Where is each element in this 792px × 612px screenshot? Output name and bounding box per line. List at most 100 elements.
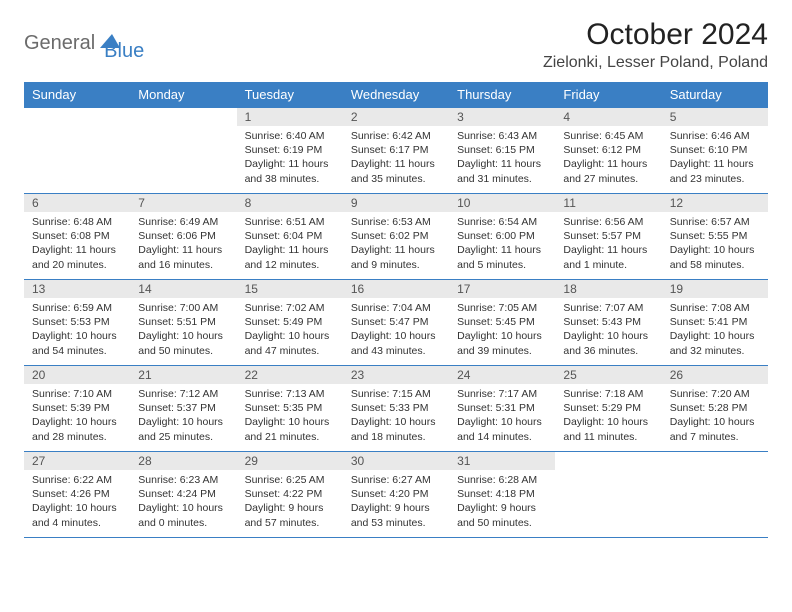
page: General Blue October 2024 Zielonki, Less… <box>0 0 792 556</box>
page-title: October 2024 <box>543 18 768 52</box>
day-details: Sunrise: 7:20 AMSunset: 5:28 PMDaylight:… <box>662 384 768 449</box>
sunrise-text: Sunrise: 6:46 AM <box>670 129 760 143</box>
daylight-text: Daylight: 10 hours <box>138 501 228 515</box>
sunrise-text: Sunrise: 6:28 AM <box>457 473 547 487</box>
daylight-text: Daylight: 10 hours <box>670 415 760 429</box>
day-details: Sunrise: 7:08 AMSunset: 5:41 PMDaylight:… <box>662 298 768 363</box>
sunset-text: Sunset: 5:28 PM <box>670 401 760 415</box>
calendar-day-cell: 22Sunrise: 7:13 AMSunset: 5:35 PMDayligh… <box>237 366 343 452</box>
sunset-text: Sunset: 5:41 PM <box>670 315 760 329</box>
calendar-day-cell: 13Sunrise: 6:59 AMSunset: 5:53 PMDayligh… <box>24 280 130 366</box>
sunset-text: Sunset: 5:35 PM <box>245 401 335 415</box>
calendar-week-row: 1Sunrise: 6:40 AMSunset: 6:19 PMDaylight… <box>24 108 768 194</box>
daylight-text: Daylight: 11 hours <box>245 243 335 257</box>
daylight-text: Daylight: 9 hours <box>457 501 547 515</box>
daylight-text: Daylight: 11 hours <box>563 243 653 257</box>
daylight-text: Daylight: 11 hours <box>245 157 335 171</box>
daylight-text: and 11 minutes. <box>563 430 653 444</box>
sunrise-text: Sunrise: 7:13 AM <box>245 387 335 401</box>
day-details: Sunrise: 6:42 AMSunset: 6:17 PMDaylight:… <box>343 126 449 191</box>
day-details: Sunrise: 7:07 AMSunset: 5:43 PMDaylight:… <box>555 298 661 363</box>
calendar-day-cell: 18Sunrise: 7:07 AMSunset: 5:43 PMDayligh… <box>555 280 661 366</box>
daylight-text: and 25 minutes. <box>138 430 228 444</box>
daylight-text: and 14 minutes. <box>457 430 547 444</box>
day-number: 11 <box>555 194 661 212</box>
sunset-text: Sunset: 6:06 PM <box>138 229 228 243</box>
day-details: Sunrise: 6:27 AMSunset: 4:20 PMDaylight:… <box>343 470 449 535</box>
daylight-text: Daylight: 11 hours <box>138 243 228 257</box>
day-number: 14 <box>130 280 236 298</box>
day-details: Sunrise: 7:00 AMSunset: 5:51 PMDaylight:… <box>130 298 236 363</box>
daylight-text: Daylight: 10 hours <box>138 415 228 429</box>
day-details: Sunrise: 7:10 AMSunset: 5:39 PMDaylight:… <box>24 384 130 449</box>
sunrise-text: Sunrise: 6:49 AM <box>138 215 228 229</box>
sunset-text: Sunset: 5:47 PM <box>351 315 441 329</box>
sunset-text: Sunset: 6:10 PM <box>670 143 760 157</box>
sunset-text: Sunset: 6:17 PM <box>351 143 441 157</box>
daylight-text: and 4 minutes. <box>32 516 122 530</box>
sunrise-text: Sunrise: 7:18 AM <box>563 387 653 401</box>
daylight-text: and 28 minutes. <box>32 430 122 444</box>
sunrise-text: Sunrise: 6:25 AM <box>245 473 335 487</box>
calendar-day-cell: 26Sunrise: 7:20 AMSunset: 5:28 PMDayligh… <box>662 366 768 452</box>
calendar-day-cell: 24Sunrise: 7:17 AMSunset: 5:31 PMDayligh… <box>449 366 555 452</box>
daylight-text: Daylight: 10 hours <box>457 329 547 343</box>
sunset-text: Sunset: 5:31 PM <box>457 401 547 415</box>
daylight-text: and 16 minutes. <box>138 258 228 272</box>
calendar-day-cell: 4Sunrise: 6:45 AMSunset: 6:12 PMDaylight… <box>555 108 661 194</box>
header: General Blue October 2024 Zielonki, Less… <box>24 18 768 72</box>
daylight-text: and 7 minutes. <box>670 430 760 444</box>
weekday-header: Tuesday <box>237 82 343 108</box>
sunset-text: Sunset: 4:20 PM <box>351 487 441 501</box>
calendar-day-cell: 12Sunrise: 6:57 AMSunset: 5:55 PMDayligh… <box>662 194 768 280</box>
sunrise-text: Sunrise: 6:51 AM <box>245 215 335 229</box>
daylight-text: Daylight: 10 hours <box>245 415 335 429</box>
day-number: 2 <box>343 108 449 126</box>
daylight-text: and 0 minutes. <box>138 516 228 530</box>
sunrise-text: Sunrise: 6:57 AM <box>670 215 760 229</box>
daylight-text: Daylight: 11 hours <box>457 243 547 257</box>
sunrise-text: Sunrise: 7:04 AM <box>351 301 441 315</box>
daylight-text: and 57 minutes. <box>245 516 335 530</box>
day-number: 9 <box>343 194 449 212</box>
daylight-text: and 21 minutes. <box>245 430 335 444</box>
daylight-text: Daylight: 10 hours <box>670 243 760 257</box>
weekday-header: Sunday <box>24 82 130 108</box>
brand-part2: Blue <box>104 24 144 63</box>
daylight-text: and 50 minutes. <box>457 516 547 530</box>
daylight-text: Daylight: 10 hours <box>457 415 547 429</box>
calendar-day-cell: 15Sunrise: 7:02 AMSunset: 5:49 PMDayligh… <box>237 280 343 366</box>
weekday-header: Monday <box>130 82 236 108</box>
calendar-day-cell: 10Sunrise: 6:54 AMSunset: 6:00 PMDayligh… <box>449 194 555 280</box>
daylight-text: and 53 minutes. <box>351 516 441 530</box>
sunset-text: Sunset: 6:04 PM <box>245 229 335 243</box>
sunrise-text: Sunrise: 7:15 AM <box>351 387 441 401</box>
calendar-day-cell <box>555 452 661 538</box>
day-number: 5 <box>662 108 768 126</box>
calendar-day-cell: 21Sunrise: 7:12 AMSunset: 5:37 PMDayligh… <box>130 366 236 452</box>
daylight-text: and 39 minutes. <box>457 344 547 358</box>
daylight-text: and 36 minutes. <box>563 344 653 358</box>
weekday-header: Wednesday <box>343 82 449 108</box>
daylight-text: Daylight: 10 hours <box>138 329 228 343</box>
calendar-day-cell: 9Sunrise: 6:53 AMSunset: 6:02 PMDaylight… <box>343 194 449 280</box>
daylight-text: and 35 minutes. <box>351 172 441 186</box>
daylight-text: and 5 minutes. <box>457 258 547 272</box>
sunset-text: Sunset: 6:19 PM <box>245 143 335 157</box>
sunrise-text: Sunrise: 6:59 AM <box>32 301 122 315</box>
daylight-text: Daylight: 10 hours <box>245 329 335 343</box>
day-details: Sunrise: 6:59 AMSunset: 5:53 PMDaylight:… <box>24 298 130 363</box>
sunrise-text: Sunrise: 7:20 AM <box>670 387 760 401</box>
day-number: 31 <box>449 452 555 470</box>
daylight-text: Daylight: 11 hours <box>563 157 653 171</box>
day-number: 16 <box>343 280 449 298</box>
calendar-week-row: 20Sunrise: 7:10 AMSunset: 5:39 PMDayligh… <box>24 366 768 452</box>
day-number: 25 <box>555 366 661 384</box>
calendar-day-cell: 6Sunrise: 6:48 AMSunset: 6:08 PMDaylight… <box>24 194 130 280</box>
calendar-week-row: 27Sunrise: 6:22 AMSunset: 4:26 PMDayligh… <box>24 452 768 538</box>
weekday-header: Friday <box>555 82 661 108</box>
calendar-day-cell: 19Sunrise: 7:08 AMSunset: 5:41 PMDayligh… <box>662 280 768 366</box>
calendar-day-cell: 16Sunrise: 7:04 AMSunset: 5:47 PMDayligh… <box>343 280 449 366</box>
sunset-text: Sunset: 4:26 PM <box>32 487 122 501</box>
day-number: 3 <box>449 108 555 126</box>
